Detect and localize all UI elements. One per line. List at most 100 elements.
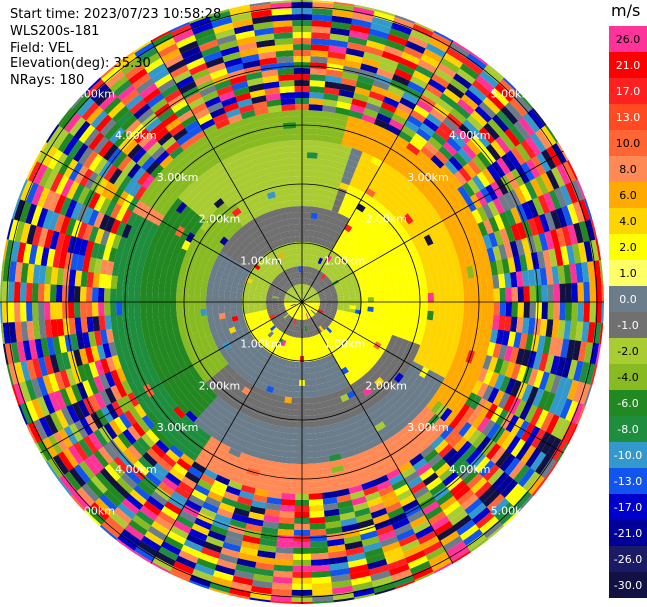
velocity-gate [311,600,334,604]
velocity-gate [372,79,391,91]
velocity-gate [214,338,223,348]
velocity-gate [258,319,265,325]
velocity-gate [364,453,379,464]
velocity-gate [303,260,307,267]
velocity-gate [526,199,539,219]
velocity-gate [584,363,596,386]
velocity-gate [308,361,314,368]
velocity-gate [342,343,350,352]
velocity-gate [361,306,368,312]
velocity-gate [273,308,280,313]
velocity-gate [367,34,388,46]
velocity-gate [290,317,295,324]
velocity-gate [261,247,269,255]
velocity-gate [284,299,291,302]
velocity-gate [401,279,409,288]
velocity-gate [336,101,352,110]
velocity-gate [339,83,357,93]
velocity-gate [340,201,350,211]
velocity-gate [410,177,424,190]
velocity-gate [461,444,477,461]
velocity-gate [482,234,493,250]
velocity-gate [86,105,104,125]
velocity-gate [218,290,225,297]
velocity-gate [329,562,349,571]
velocity-gate [412,458,428,472]
velocity-gate [195,279,203,288]
velocity-gate [345,266,353,274]
velocity-gate [272,208,281,217]
velocity-gate [394,322,402,331]
velocity-gate [303,307,306,314]
velocity-gate [376,112,392,125]
velocity-gate [214,361,224,372]
velocity-gate [188,528,208,542]
velocity-gate [286,262,291,269]
velocity-gate [398,365,409,377]
velocity-gate [135,509,155,526]
velocity-gate [471,238,481,253]
velocity-gate [362,447,376,458]
velocity-gate [315,377,323,385]
velocity-gate [278,295,285,299]
velocity-gate [466,265,475,279]
velocity-gate [498,315,506,331]
velocity-gate [393,523,413,536]
velocity-gate [306,182,315,189]
velocity-gate [152,280,160,292]
velocity-gate [304,373,311,380]
velocity-gate [213,182,226,194]
velocity-gate [342,358,350,367]
velocity-gate [268,346,275,354]
velocity-gate [534,454,552,476]
velocity-gate [324,368,332,377]
velocity-gate [348,441,361,451]
velocity-gate [309,92,325,100]
velocity-gate [167,426,182,441]
velocity-gate [397,461,413,474]
velocity-gate [330,579,352,589]
velocity-gate [503,242,514,259]
velocity-gate [311,274,316,281]
velocity-gate [172,346,182,359]
velocity-gate [121,379,133,395]
velocity-gate [373,302,380,308]
velocity-gate [233,86,251,97]
velocity-gate [505,435,521,455]
velocity-gate [214,447,229,459]
velocity-gate [397,206,408,218]
velocity-gate [193,417,206,430]
velocity-gate [355,337,364,345]
velocity-gate [196,205,208,218]
velocity-gate [207,436,221,448]
velocity-gate [167,329,176,340]
velocity-gate [357,468,372,479]
velocity-gate [236,36,257,46]
velocity-gate [224,182,237,193]
velocity-gate [423,210,435,223]
velocity-gate [259,212,269,222]
colorbar-tick-label: -17.0 [614,501,642,514]
velocity-gate [94,497,114,516]
velocity-gate [439,530,460,547]
velocity-gate [365,187,376,198]
velocity-gate [95,114,113,133]
velocity-gate [180,205,192,218]
velocity-gate [379,431,393,443]
velocity-gate [249,3,272,13]
velocity-gate [118,134,134,152]
velocity-gate [275,50,294,58]
velocity-gate [347,185,358,195]
velocity-gate [349,273,357,281]
velocity-gate [229,74,248,86]
velocity-gate [256,336,264,344]
velocity-gate [359,119,375,130]
velocity-gate [213,410,225,422]
velocity-gate [412,70,432,84]
velocity-gate [13,198,26,221]
velocity-gate [414,402,427,415]
velocity-gate [293,218,300,225]
velocity-gate [33,163,48,185]
velocity-gate [237,98,253,108]
velocity-gate [280,414,291,422]
